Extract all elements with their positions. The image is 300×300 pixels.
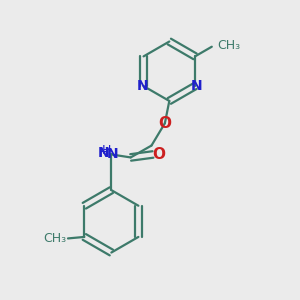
Text: N: N (191, 79, 203, 93)
Text: N: N (107, 148, 119, 161)
Text: H: H (99, 146, 109, 160)
Text: CH₃: CH₃ (44, 232, 67, 245)
Text: N: N (98, 146, 109, 160)
Text: CH₃: CH₃ (217, 39, 240, 52)
Text: O: O (152, 147, 165, 162)
Text: H: H (102, 144, 111, 158)
Text: O: O (158, 116, 171, 131)
Text: N: N (136, 79, 148, 93)
